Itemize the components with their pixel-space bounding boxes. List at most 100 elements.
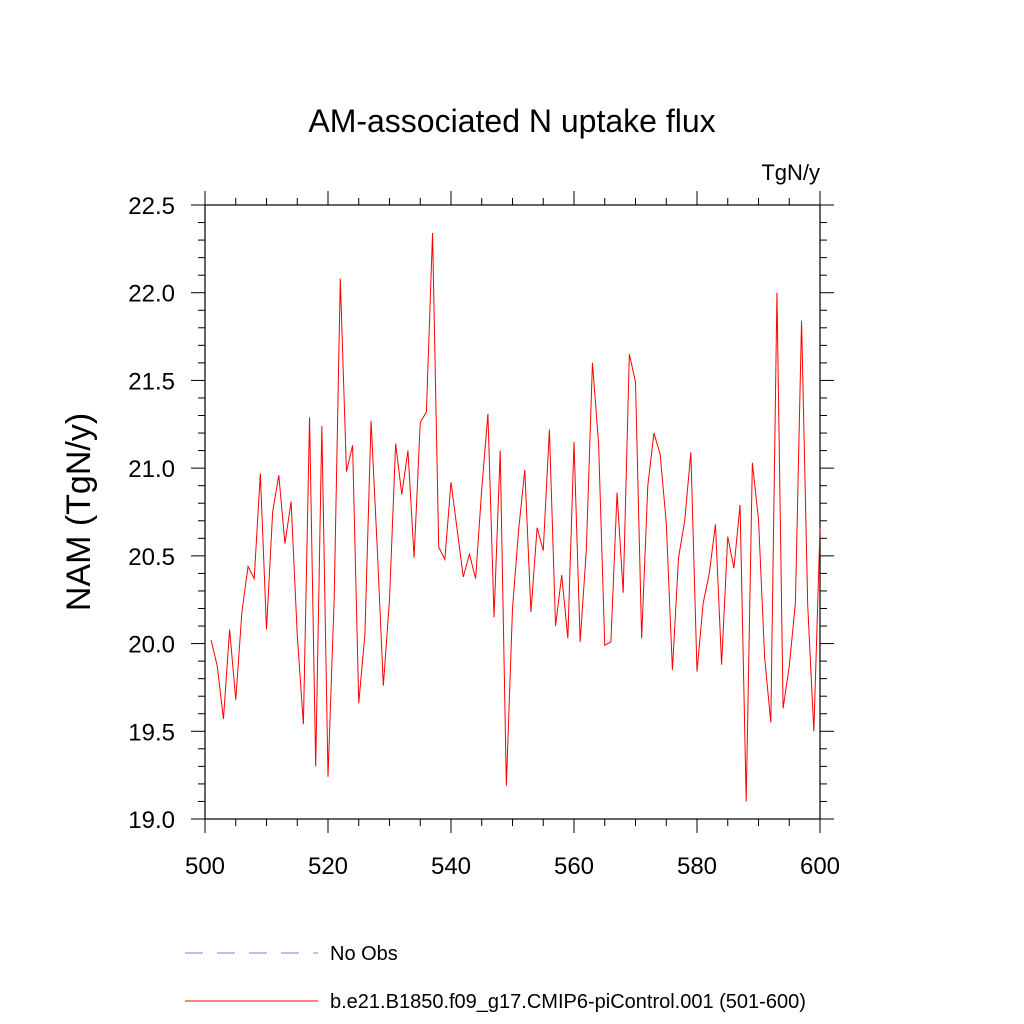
data-point: [481, 489, 482, 490]
data-point: [573, 441, 574, 442]
data-point: [420, 422, 421, 423]
y-tick-label: 22.0: [128, 281, 175, 308]
x-tick-label: 600: [800, 853, 840, 880]
data-point: [696, 671, 697, 672]
data-point: [672, 669, 673, 670]
x-tick-label: 520: [308, 853, 348, 880]
data-point: [493, 617, 494, 618]
data-point: [752, 462, 753, 463]
data-point: [315, 766, 316, 767]
y-tick-label: 22.5: [128, 193, 175, 220]
data-point: [291, 501, 292, 502]
y-tick-label: 21.5: [128, 368, 175, 395]
data-point: [653, 432, 654, 433]
data-point: [598, 443, 599, 444]
legend-label-no-obs: No Obs: [330, 943, 398, 965]
data-point: [450, 482, 451, 483]
data-point: [211, 639, 212, 640]
data-point: [506, 785, 507, 786]
y-tick-label: 20.5: [128, 544, 175, 571]
data-point: [487, 413, 488, 414]
data-point: [727, 536, 728, 537]
tick-labels: 500 520 540 560 580 600 19.0 19.5 20.0 20.5 21.0 21…: [128, 193, 840, 880]
data-point: [272, 511, 273, 512]
data-point: [807, 604, 808, 605]
data-point: [739, 504, 740, 505]
data-point: [383, 685, 384, 686]
data-point: [475, 578, 476, 579]
data-points: [211, 232, 821, 802]
data-point: [370, 420, 371, 421]
data-point: [297, 634, 298, 635]
data-point: [783, 708, 784, 709]
data-point: [457, 529, 458, 530]
data-point: [616, 492, 617, 493]
data-point: [377, 546, 378, 547]
data-point: [746, 801, 747, 802]
data-point: [235, 699, 236, 700]
plot-frame: [204, 204, 821, 820]
data-point: [530, 611, 531, 612]
data-point: [524, 469, 525, 470]
data-point: [444, 559, 445, 560]
data-point: [401, 494, 402, 495]
data-point: [580, 641, 581, 642]
data-point: [586, 550, 587, 551]
data-point: [500, 450, 501, 451]
data-point: [819, 527, 820, 528]
data-point: [223, 718, 224, 719]
data-point: [758, 518, 759, 519]
chart-title: AM-associated N uptake flux: [308, 103, 715, 139]
data-point: [241, 611, 242, 612]
data-point: [801, 320, 802, 321]
data-point: [561, 575, 562, 576]
y-tick-label: 21.0: [128, 456, 175, 483]
y-tick-label: 19.5: [128, 719, 175, 746]
y-tick-label: 20.0: [128, 632, 175, 659]
data-point: [629, 354, 630, 355]
legend: No Obs b.e21.B1850.f09_g17.CMIP6-piContr…: [185, 943, 806, 1013]
data-point: [518, 529, 519, 530]
data-point: [358, 703, 359, 704]
data-point: [733, 568, 734, 569]
x-tick-label: 560: [554, 853, 594, 880]
data-point: [647, 485, 648, 486]
data-point: [795, 603, 796, 604]
data-point: [469, 554, 470, 555]
data-point: [684, 520, 685, 521]
data-point: [690, 452, 691, 453]
data-point: [641, 638, 642, 639]
data-point: [610, 641, 611, 642]
legend-label-model: b.e21.B1850.f09_g17.CMIP6-piControl.001 …: [330, 991, 806, 1013]
data-point: [327, 776, 328, 777]
data-point: [389, 599, 390, 600]
data-point: [463, 576, 464, 577]
data-point: [217, 666, 218, 667]
data-point: [567, 638, 568, 639]
data-point: [623, 592, 624, 593]
data-point: [266, 629, 267, 630]
data-point: [346, 471, 347, 472]
units-label: TgN/y: [761, 160, 820, 185]
y-tick-label: 19.0: [128, 807, 175, 834]
data-point: [407, 450, 408, 451]
data-point: [309, 417, 310, 418]
data-point: [303, 724, 304, 725]
data-point: [537, 527, 538, 528]
data-point: [340, 278, 341, 279]
data-point: [426, 411, 427, 412]
axis-ticks: [191, 191, 834, 833]
data-point: [703, 603, 704, 604]
data-point: [438, 546, 439, 547]
data-point: [321, 425, 322, 426]
data-point: [352, 445, 353, 446]
x-tick-label: 500: [185, 853, 225, 880]
data-point: [549, 429, 550, 430]
data-point: [764, 657, 765, 658]
data-point: [666, 522, 667, 523]
data-point: [432, 232, 433, 233]
data-point: [721, 664, 722, 665]
data-point: [604, 645, 605, 646]
series-line-model: [210, 233, 821, 802]
data-point: [334, 599, 335, 600]
